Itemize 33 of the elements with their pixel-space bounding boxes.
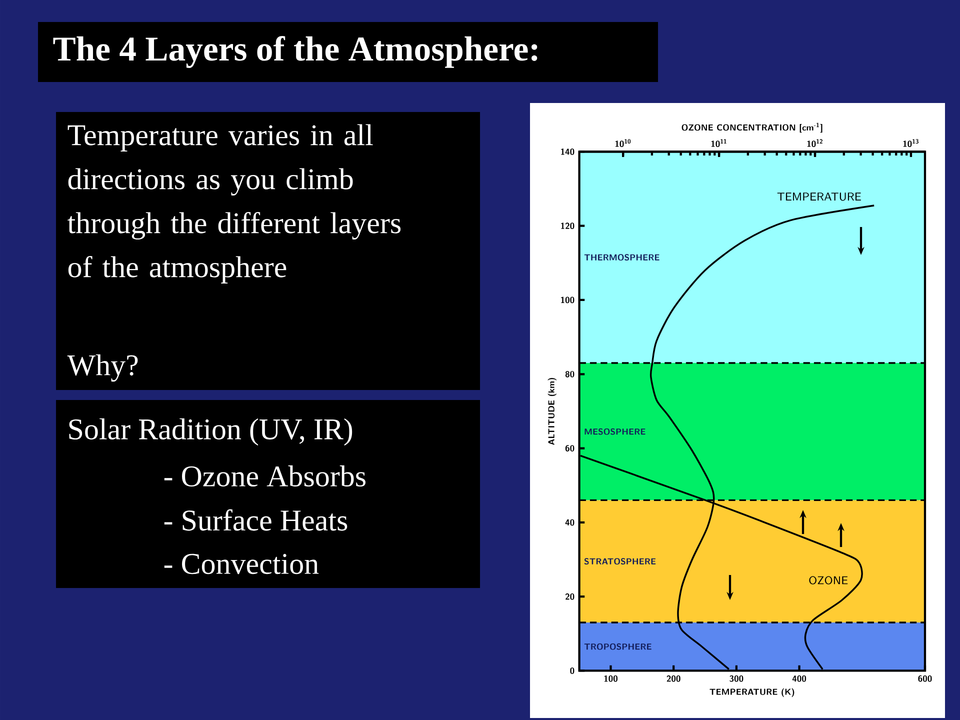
y-tick-label: 60 [565, 445, 574, 452]
x2-tick-label: 10$^{12}$ [807, 139, 822, 147]
text: The 4 Layers of the Atmosphere: [53, 36, 538, 68]
x-tick-label: 300 [730, 675, 744, 682]
series-label: TEMPERATURE [777, 192, 861, 201]
text: - Ozone Absorbs [164, 465, 366, 487]
y-tick-label: 80 [565, 370, 574, 378]
band-label: STRATOSPHERE [584, 558, 656, 565]
x2-axis-title: OZONE CONCENTRATION [cm$^{-1}$] [682, 122, 822, 133]
y-tick-label: 120 [560, 222, 574, 230]
y-tick-label: 40 [565, 519, 574, 526]
x-tick-label: 100 [604, 675, 618, 682]
y-tick-label: 20 [565, 593, 574, 600]
y-tick-label: 140 [560, 148, 574, 155]
band-label: TROPOSPHERE [584, 643, 652, 650]
y-tick-label: 0 [570, 668, 574, 674]
text: Solar Radition (UV, IR) [69, 418, 352, 446]
y-tick-label: 100 [560, 296, 574, 304]
x2-tick-label: 10$^{11}$ [711, 139, 726, 147]
x2-tick-label: 10$^{10}$ [615, 139, 631, 147]
x2-tick-label: 10$^{13}$ [903, 139, 918, 147]
text: Why? [67, 354, 138, 382]
x-axis-title: TEMPERATURE (K) [710, 688, 794, 697]
band-label: MESOSPHERE [584, 428, 646, 435]
text: - Surface Heats [164, 509, 348, 531]
series-label: OZONE [809, 576, 848, 584]
x-tick-label: 600 [918, 675, 932, 682]
band-label: THERMOSPHERE [584, 254, 660, 261]
text: Temperature varies in all directions as you climb through the different layers of the atmosphere [68, 124, 401, 284]
y-axis-title: ALTITUDE (km) [548, 378, 556, 445]
text: - Convection [164, 554, 319, 574]
x-tick-label: 400 [792, 675, 806, 682]
x-tick-label: 200 [666, 675, 680, 682]
